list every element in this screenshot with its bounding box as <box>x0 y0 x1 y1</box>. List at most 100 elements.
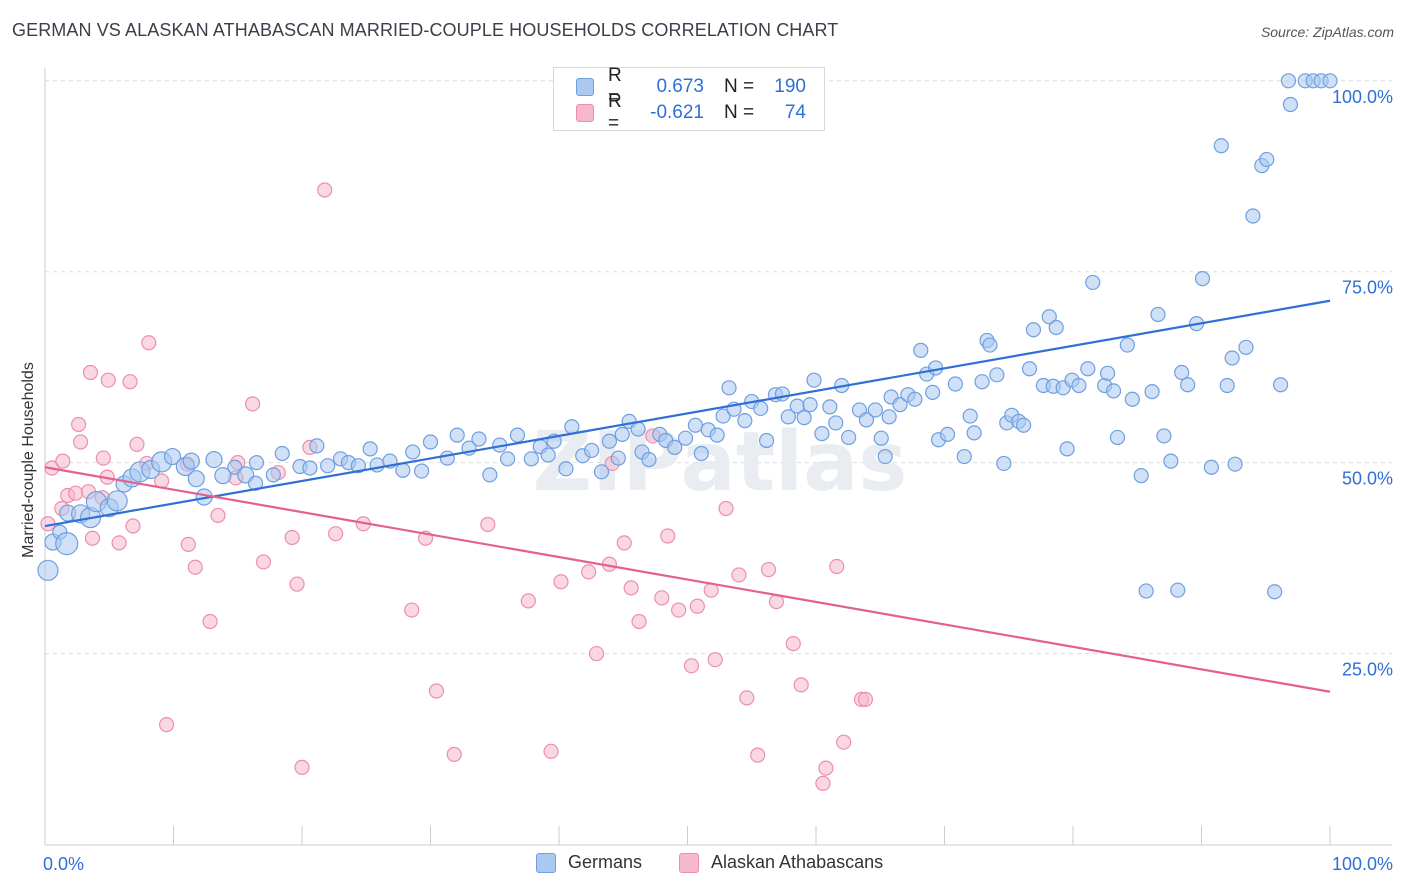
germans-point <box>302 460 318 476</box>
germans-point <box>274 445 290 462</box>
germans-point <box>677 430 694 446</box>
germans-point <box>721 380 737 396</box>
germans-point <box>247 475 264 491</box>
germans-point <box>693 445 709 462</box>
germans-point <box>822 399 838 415</box>
series-legend: Germans Alaskan Athabascans <box>0 852 1406 876</box>
athabascans-point <box>180 536 196 552</box>
athabascans-point <box>289 576 305 592</box>
athabascans-point <box>836 734 852 750</box>
germans-point <box>989 367 1005 383</box>
germans-point <box>1048 319 1064 336</box>
germans-swatch <box>576 78 594 96</box>
germans-point <box>1272 377 1289 393</box>
n-value: 190 <box>774 76 806 97</box>
germans-point <box>667 439 683 455</box>
athabascans-point <box>294 759 310 775</box>
germans-point <box>1238 339 1254 355</box>
athabascans-point <box>671 602 687 618</box>
legend-item-germans: Germans <box>536 852 642 873</box>
germans-point <box>1119 337 1135 353</box>
athabascans-point <box>793 677 809 693</box>
athabascans-point <box>818 760 834 776</box>
chart-title: GERMAN VS ALASKAN ATHABASCAN MARRIED-COU… <box>12 20 839 40</box>
germans-point <box>614 426 630 442</box>
germans-trendline <box>44 299 1331 528</box>
legend-row-germans: R = 0.673 N = 190 <box>576 65 806 108</box>
athabascans-point <box>543 743 559 759</box>
germans-point <box>715 408 731 424</box>
germans-point <box>947 376 963 392</box>
germans-point <box>1280 73 1297 89</box>
athabascans-point <box>55 453 71 469</box>
germans-point <box>996 455 1012 472</box>
germans-point <box>774 386 790 402</box>
germans-point <box>1099 365 1116 381</box>
athabascans-point <box>82 364 99 381</box>
germans-point <box>956 448 972 465</box>
germans-point <box>913 342 929 358</box>
athabascans-point <box>480 516 496 533</box>
germans-point <box>796 409 812 426</box>
germans-point <box>320 458 336 474</box>
germans-point <box>1015 417 1032 433</box>
y-tick-label: 25.0% <box>1342 660 1393 680</box>
germans-point <box>1124 391 1140 407</box>
germans-point <box>1021 361 1038 377</box>
germans-point <box>584 442 600 459</box>
germans-point <box>182 452 200 470</box>
germans-point <box>630 421 646 437</box>
athabascans-point <box>520 593 536 609</box>
germans-legend-swatch <box>536 852 556 873</box>
germans-point <box>1224 350 1240 366</box>
germans-point <box>449 427 465 443</box>
legend-row-athabascans: R = -0.621 N = 74 <box>576 91 806 134</box>
germans-point <box>841 429 857 446</box>
germans-point <box>362 441 378 457</box>
germans-point <box>939 426 956 442</box>
germans-point <box>780 409 796 425</box>
n-label: N = <box>724 76 755 97</box>
germans-point <box>1259 151 1275 168</box>
athabascans-point <box>750 747 766 763</box>
germans-point <box>564 419 580 435</box>
athabascans-point <box>187 559 203 575</box>
r-value: 0.673 <box>656 76 704 97</box>
germans-point <box>1282 96 1299 113</box>
athabascans-point <box>141 335 157 351</box>
germans-point <box>1071 377 1087 394</box>
germans-point <box>1322 73 1338 89</box>
germans-point <box>828 415 844 431</box>
germans-point <box>1180 377 1196 393</box>
athabascans-point <box>654 590 670 606</box>
athabascans-point <box>210 507 226 523</box>
athabascans-point <box>631 613 647 630</box>
y-tick-label: 100.0% <box>1332 87 1393 107</box>
athabascans-point <box>739 690 755 706</box>
legend-item-athabascans: Alaskan Athabascans <box>679 852 883 873</box>
athabascans-point <box>718 500 734 517</box>
germans-point <box>892 397 908 413</box>
athabascans-point <box>553 574 569 590</box>
athabascans-point <box>317 182 333 198</box>
germans-point <box>802 397 818 413</box>
athabascans-point <box>446 746 462 762</box>
x-tick-label: 100.0% <box>1332 854 1393 874</box>
athabascans-point <box>129 436 145 452</box>
y-tick-label: 75.0% <box>1342 278 1393 298</box>
athabascans-point <box>815 775 831 792</box>
germans-point <box>439 450 455 466</box>
germans-point <box>395 462 411 478</box>
athabascans-point <box>660 528 676 544</box>
germans-point <box>1267 584 1283 600</box>
r-value: -0.621 <box>650 102 704 123</box>
germans-point <box>982 337 998 353</box>
germans-point <box>1025 322 1042 338</box>
germans-point <box>1194 270 1211 287</box>
athabascans-point <box>829 558 845 575</box>
athabascans-point <box>68 485 84 501</box>
germans-point <box>806 372 822 388</box>
germans-point <box>867 402 883 418</box>
athabascans-point <box>731 567 747 583</box>
